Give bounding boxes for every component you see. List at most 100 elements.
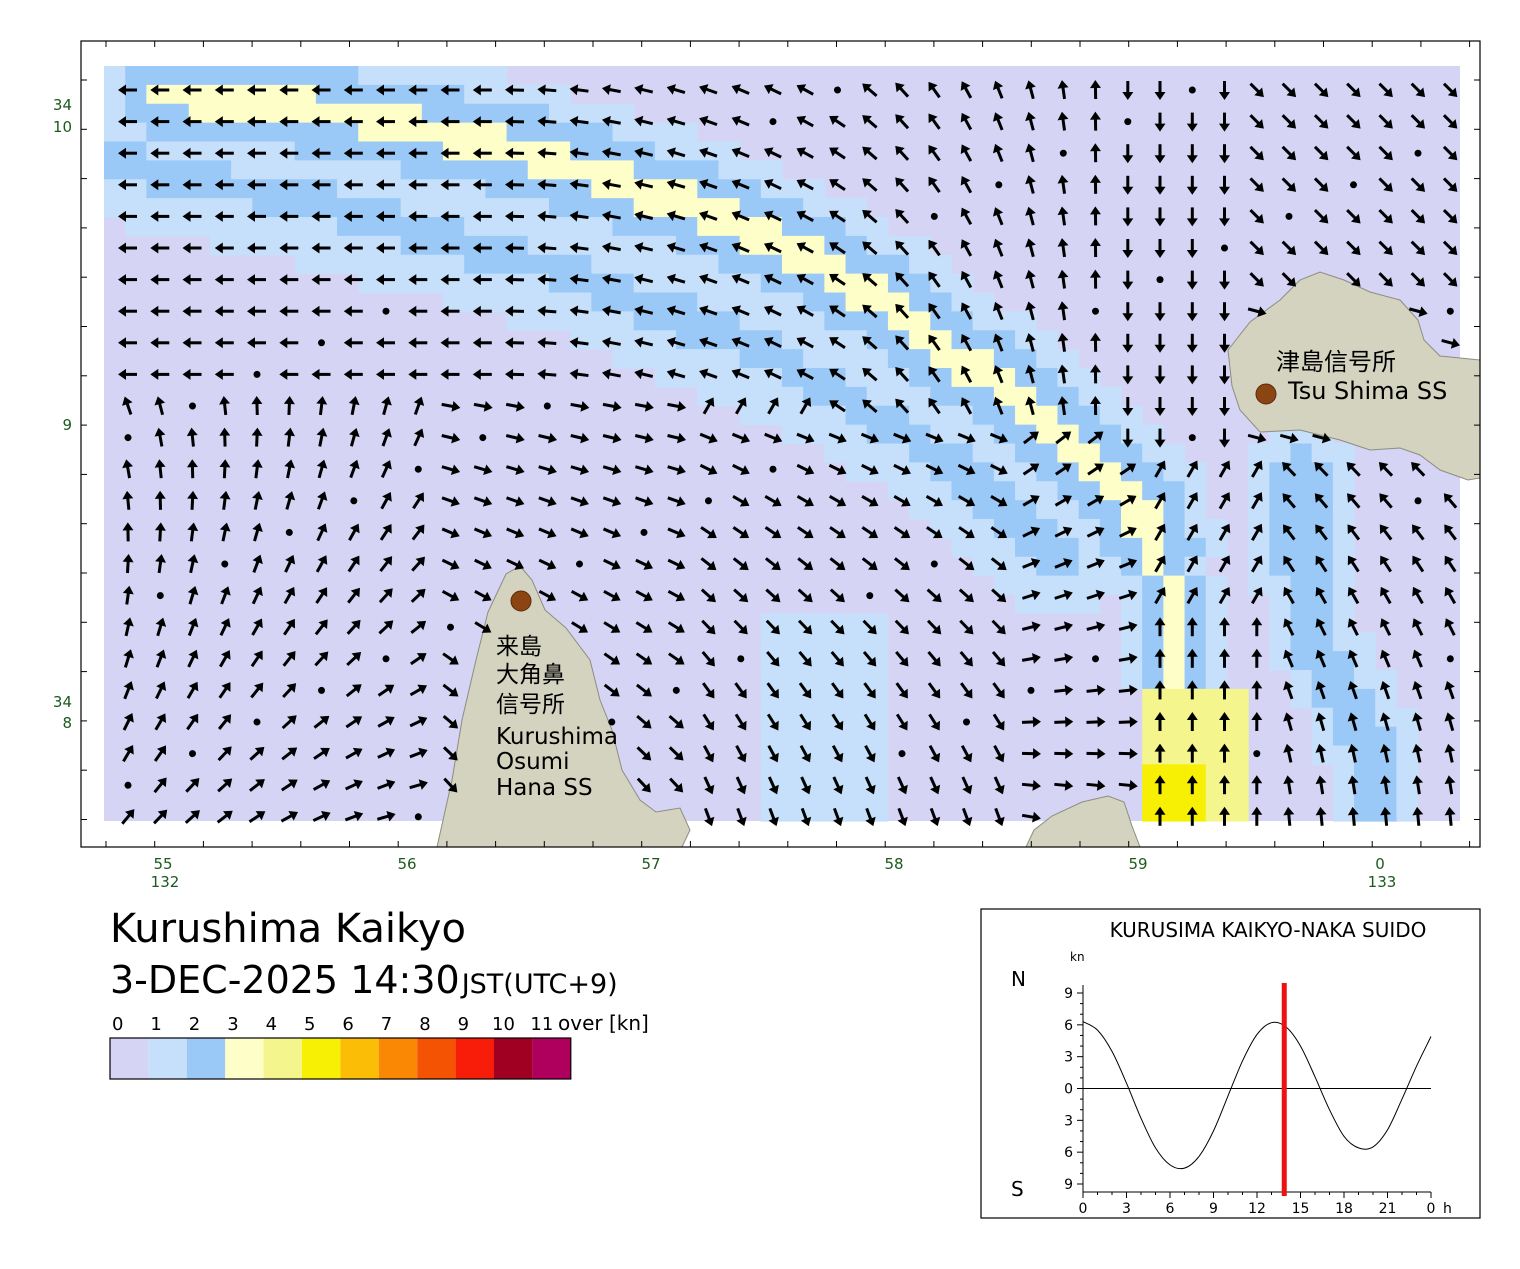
current-arrow [186, 681, 199, 699]
current-arrow [279, 337, 299, 349]
current-arrow [570, 589, 589, 602]
current-arrow [344, 810, 364, 822]
current-arrow [1119, 526, 1137, 538]
current-arrow [376, 337, 395, 349]
current-arrow [122, 522, 134, 542]
tide-x-tick-label: 9 [1209, 1201, 1218, 1217]
current-arrow [182, 147, 202, 159]
current-arrow [635, 496, 654, 507]
current-arrow [958, 588, 974, 603]
current-arrow [1092, 655, 1099, 663]
current-arrow [154, 490, 166, 510]
current-arrow [734, 713, 747, 731]
current-arrow [1379, 712, 1391, 732]
legend-tick-label: 9 [458, 1014, 469, 1035]
current-arrow [1122, 175, 1134, 195]
current-arrow [829, 242, 846, 255]
current-arrow [247, 179, 266, 191]
current-arrow [1089, 174, 1101, 194]
current-arrow [925, 494, 943, 507]
current-arrow [413, 428, 425, 447]
current-arrow [1154, 523, 1166, 541]
legend-swatch [263, 1038, 302, 1079]
current-arrow [248, 811, 266, 823]
current-arrow [408, 274, 428, 286]
current-arrow [992, 238, 1004, 257]
current-arrow [1054, 526, 1073, 538]
tide-x-tick-label: 18 [1335, 1201, 1353, 1217]
current-arrow [1027, 686, 1035, 694]
current-arrow [601, 337, 621, 348]
current-arrow [1315, 806, 1327, 826]
current-arrow [219, 618, 231, 636]
legend-swatch [225, 1038, 264, 1079]
current-arrow [182, 242, 202, 254]
current-arrow [1057, 364, 1069, 384]
current-arrow [217, 714, 232, 730]
current-arrow [928, 271, 941, 288]
current-arrow [472, 305, 492, 317]
current-arrow [830, 619, 845, 635]
current-arrow [1410, 240, 1426, 256]
current-arrow [634, 336, 654, 348]
station-marker-kurushima[interactable] [510, 590, 532, 612]
current-arrow [505, 305, 525, 317]
current-arrow [1283, 775, 1295, 795]
current-arrow [1347, 649, 1359, 668]
current-arrow [312, 810, 331, 822]
current-arrow [1249, 208, 1264, 224]
current-arrow [474, 621, 492, 633]
current-arrow [1251, 648, 1263, 668]
land-tsushima [1227, 271, 1480, 481]
current-arrow [318, 686, 325, 694]
current-arrow [1086, 748, 1106, 760]
current-arrow [635, 621, 653, 633]
current-arrow [895, 335, 910, 351]
current-arrow [895, 82, 910, 98]
current-arrow [346, 651, 362, 667]
current-arrow [700, 526, 717, 539]
current-arrow [1350, 181, 1357, 189]
current-arrow [153, 777, 167, 794]
current-arrow [1411, 462, 1426, 477]
current-arrow [602, 400, 622, 412]
current-arrow [1378, 208, 1393, 224]
current-arrow [1021, 621, 1041, 633]
station-marker-tsushima[interactable] [1255, 383, 1277, 405]
current-arrow [411, 524, 425, 541]
current-arrow [1219, 207, 1230, 227]
current-arrow [895, 303, 910, 319]
current-arrow [247, 274, 266, 286]
tide-x-tick-label: 0 [1079, 1201, 1088, 1217]
current-arrow [1022, 495, 1040, 507]
current-arrow [1021, 748, 1041, 760]
current-arrow [602, 496, 622, 507]
lon-label-min: 59 [1128, 855, 1147, 873]
current-arrow [636, 777, 651, 793]
current-arrow [251, 586, 263, 605]
current-arrow [570, 432, 590, 444]
current-arrow [214, 147, 234, 159]
current-arrow [1154, 555, 1166, 573]
current-arrow [796, 147, 814, 159]
current-arrow [895, 713, 908, 731]
current-arrow [154, 396, 166, 416]
current-arrow [316, 396, 328, 416]
current-arrow [442, 683, 459, 697]
current-arrow [182, 337, 202, 349]
current-arrow [1186, 492, 1199, 510]
station-label-kurushima-en: Osumi [496, 749, 569, 775]
current-arrow [214, 274, 234, 286]
current-arrow [214, 179, 234, 191]
current-arrow [959, 682, 973, 699]
current-arrow [895, 650, 909, 667]
current-arrow [1025, 143, 1036, 163]
current-arrow [1086, 716, 1106, 728]
current-arrow [1315, 618, 1327, 636]
tide-y-tick-label: 3 [1064, 1050, 1073, 1066]
current-arrow [834, 86, 841, 94]
current-arrow [737, 655, 745, 663]
current-arrow [893, 557, 910, 571]
legend-tick-label: 11 [530, 1014, 553, 1035]
current-arrow [251, 427, 263, 447]
